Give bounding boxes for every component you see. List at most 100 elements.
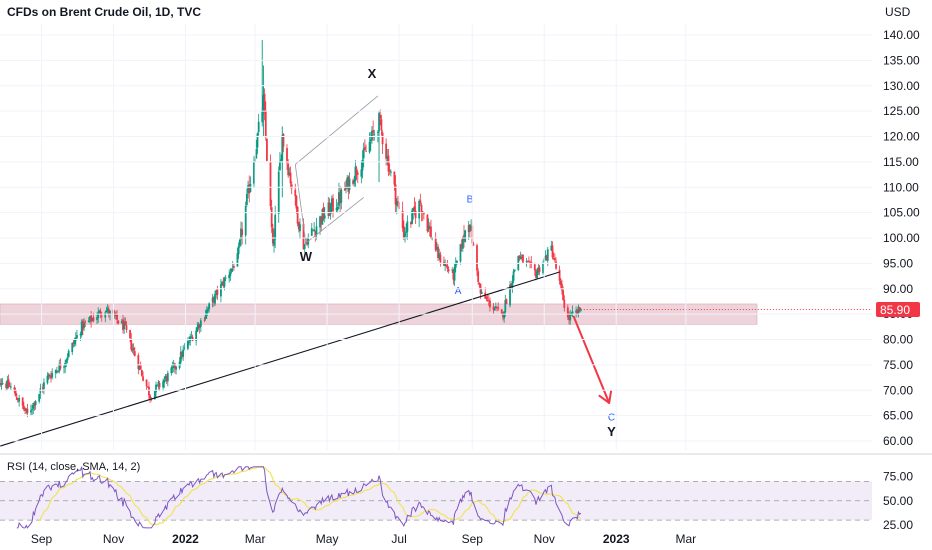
candle-body <box>472 243 475 246</box>
candle <box>72 339 75 348</box>
candle <box>435 241 438 252</box>
candle <box>464 229 467 243</box>
candle-body <box>444 264 447 266</box>
candle-body <box>122 319 124 330</box>
candle-body <box>397 201 399 204</box>
candle <box>80 319 83 338</box>
candle-body <box>198 325 201 328</box>
candle <box>137 352 140 375</box>
candle <box>451 267 454 274</box>
candle <box>48 373 51 379</box>
candle-body <box>98 310 101 313</box>
candle-body <box>56 370 58 372</box>
candle-body <box>222 282 225 286</box>
candle-body <box>50 376 52 379</box>
candle-body <box>117 320 120 324</box>
candle-body <box>380 119 383 131</box>
candle-body <box>249 184 252 193</box>
candle-body <box>477 271 480 282</box>
candle-body <box>464 230 467 242</box>
candle <box>463 225 465 248</box>
candle-body <box>361 160 364 171</box>
candle <box>198 323 201 334</box>
candle-body <box>230 268 233 272</box>
candle-body <box>216 289 219 296</box>
candle-body <box>188 342 190 343</box>
candle <box>530 256 533 269</box>
candle-body <box>148 386 150 396</box>
candle-body <box>422 212 425 215</box>
price-tick-label: 60.00 <box>883 434 913 448</box>
candle <box>404 227 406 243</box>
candle-body <box>63 366 65 368</box>
candle <box>452 268 455 285</box>
candle-body <box>414 210 417 219</box>
time-axis[interactable]: Sep Nov 2022 Mar May Jul Sep Nov 2023 Mar <box>31 24 696 546</box>
candle <box>538 264 541 276</box>
candle <box>553 253 556 263</box>
candle-body <box>314 231 317 236</box>
candle-body <box>439 254 442 263</box>
candle <box>579 307 582 313</box>
time-tick-label: Jul <box>391 532 406 546</box>
candle <box>14 387 17 397</box>
candle-body <box>338 192 340 206</box>
candle <box>182 345 185 361</box>
price-tick-label: 125.00 <box>883 104 920 118</box>
candle-body <box>509 284 511 306</box>
candle <box>290 181 293 195</box>
candle <box>492 302 495 315</box>
rsi-pane <box>0 453 932 529</box>
candle <box>22 401 25 412</box>
candle <box>222 276 225 288</box>
candle-body <box>133 351 136 357</box>
candle <box>197 322 200 331</box>
candle <box>535 269 537 281</box>
candle-body <box>405 231 408 233</box>
last-price-tag: 85.90 <box>876 302 920 318</box>
candle <box>545 254 548 262</box>
candle-body <box>312 229 314 231</box>
candle <box>188 336 190 346</box>
candle <box>505 298 508 305</box>
candle <box>428 222 431 237</box>
rsi-line <box>16 466 582 529</box>
candle-body <box>84 321 87 323</box>
candle-body <box>469 224 471 232</box>
candle <box>51 368 54 380</box>
candle <box>569 309 572 325</box>
time-tick-label: Sep <box>31 532 53 546</box>
candle-body <box>451 269 454 271</box>
candle <box>163 376 166 388</box>
time-tick-label: Nov <box>103 532 124 546</box>
candle <box>313 222 316 232</box>
candle <box>494 302 497 310</box>
candle-body <box>381 132 384 145</box>
candle-body <box>563 299 566 308</box>
channel-line <box>305 197 364 244</box>
price-axis[interactable]: 60.0065.0070.0075.0080.0085.0090.0095.00… <box>0 28 920 448</box>
candle-body <box>551 245 554 258</box>
candle <box>67 349 70 358</box>
candle-body <box>5 383 8 389</box>
candle <box>522 254 524 263</box>
candle <box>5 381 8 392</box>
candle-body <box>438 253 441 258</box>
candle <box>9 382 12 390</box>
candle <box>47 372 50 380</box>
candle-body <box>542 262 544 274</box>
candle-body <box>72 343 75 345</box>
candle <box>489 297 491 312</box>
rsi-axis[interactable]: 25.00 50.00 75.00 <box>883 470 913 533</box>
candle-body <box>140 370 143 376</box>
candle <box>420 202 423 222</box>
candle-body <box>183 347 186 349</box>
candle <box>238 237 241 248</box>
candle <box>172 359 175 373</box>
candle <box>117 320 120 325</box>
candle <box>519 251 522 260</box>
candle-body <box>157 381 160 384</box>
candle <box>355 165 358 180</box>
candle-body <box>447 269 450 272</box>
price-tick-label: 90.00 <box>883 282 913 296</box>
